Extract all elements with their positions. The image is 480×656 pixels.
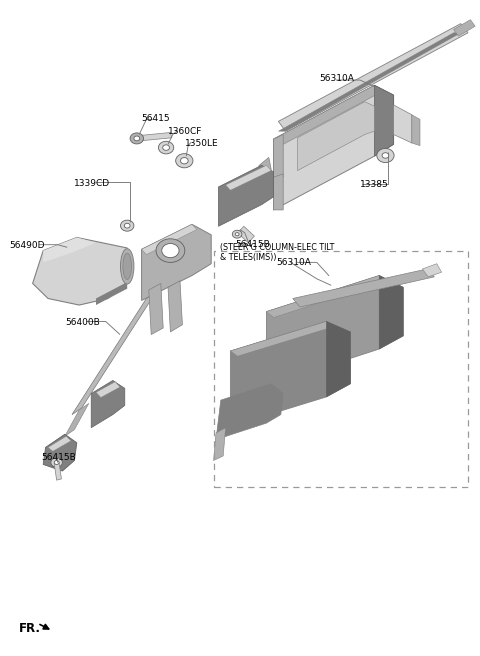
Ellipse shape [162, 243, 179, 258]
Polygon shape [226, 165, 271, 190]
Polygon shape [33, 237, 127, 305]
Ellipse shape [120, 220, 134, 231]
Polygon shape [394, 105, 412, 143]
Polygon shape [412, 115, 420, 146]
Polygon shape [230, 321, 334, 356]
Polygon shape [149, 283, 163, 335]
Ellipse shape [235, 233, 239, 236]
Polygon shape [266, 276, 403, 386]
Polygon shape [298, 102, 374, 171]
Text: 56310A: 56310A [276, 258, 311, 267]
Polygon shape [218, 165, 274, 226]
Ellipse shape [156, 239, 185, 262]
Text: FR.: FR. [19, 622, 41, 635]
Polygon shape [250, 157, 271, 202]
Polygon shape [91, 380, 125, 428]
Polygon shape [54, 462, 61, 480]
Polygon shape [422, 264, 442, 277]
Ellipse shape [180, 157, 188, 164]
Text: 1350LE: 1350LE [185, 138, 218, 148]
Text: (STEER'G COLUMN-ELEC TILT
& TELES(IMS)): (STEER'G COLUMN-ELEC TILT & TELES(IMS)) [220, 243, 334, 262]
Polygon shape [374, 85, 394, 156]
Polygon shape [274, 134, 283, 182]
Polygon shape [278, 24, 468, 131]
Ellipse shape [124, 223, 130, 228]
Polygon shape [266, 276, 388, 318]
Polygon shape [65, 403, 89, 436]
Ellipse shape [51, 458, 62, 467]
Ellipse shape [382, 153, 389, 158]
Text: 56415: 56415 [142, 113, 170, 123]
Ellipse shape [377, 148, 394, 163]
Text: 56415B: 56415B [235, 239, 270, 249]
Polygon shape [379, 276, 403, 349]
Polygon shape [274, 85, 384, 144]
Polygon shape [168, 281, 182, 332]
Ellipse shape [120, 249, 134, 284]
Polygon shape [43, 434, 77, 471]
Polygon shape [72, 292, 156, 415]
Polygon shape [72, 292, 156, 415]
Polygon shape [293, 269, 434, 307]
Polygon shape [142, 224, 211, 300]
Ellipse shape [130, 133, 144, 144]
Ellipse shape [158, 141, 174, 154]
Text: 56490D: 56490D [10, 241, 45, 251]
Ellipse shape [123, 253, 132, 279]
Text: 56310A: 56310A [319, 74, 354, 83]
Polygon shape [274, 174, 283, 210]
Text: 56400B: 56400B [65, 318, 99, 327]
Text: 13385: 13385 [360, 180, 389, 190]
Ellipse shape [54, 461, 59, 464]
Ellipse shape [232, 230, 242, 238]
Polygon shape [142, 224, 197, 255]
Polygon shape [96, 382, 120, 398]
Ellipse shape [176, 154, 193, 168]
Polygon shape [238, 226, 254, 243]
Text: 1360CF: 1360CF [168, 127, 203, 136]
Polygon shape [137, 133, 172, 141]
Polygon shape [214, 428, 226, 461]
Polygon shape [96, 282, 127, 305]
Ellipse shape [134, 136, 140, 141]
Text: 56415B: 56415B [41, 453, 75, 462]
Polygon shape [274, 85, 394, 210]
Polygon shape [230, 321, 350, 426]
Polygon shape [216, 384, 283, 440]
Polygon shape [454, 20, 475, 36]
Polygon shape [43, 237, 96, 262]
Polygon shape [326, 321, 350, 397]
Polygon shape [48, 436, 71, 451]
Polygon shape [278, 33, 461, 131]
Text: 1339CD: 1339CD [74, 179, 110, 188]
Ellipse shape [163, 145, 169, 150]
